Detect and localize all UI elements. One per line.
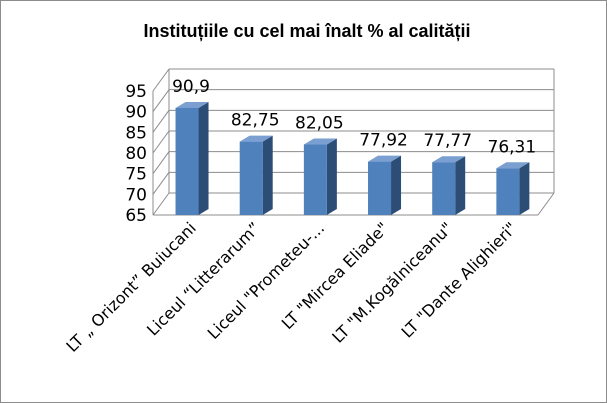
- category-label: Liceul "Prometeu-...: [204, 218, 329, 343]
- category-label: LT „ Orizont” Buiucani: [62, 218, 199, 355]
- y-tick-label: 70: [125, 185, 147, 205]
- side-wall-line: [152, 130, 170, 154]
- side-wall-line: [152, 110, 170, 133]
- bar: [303, 144, 327, 215]
- bar: [175, 107, 199, 215]
- floor-right-edge: [537, 192, 555, 216]
- bar-top: [239, 135, 273, 142]
- y-tick-label: 95: [125, 82, 147, 102]
- side-wall-line: [152, 89, 170, 112]
- bar-side: [198, 101, 209, 215]
- data-label: 77,92: [359, 131, 408, 151]
- category-label: Liceul “Litterarum”: [143, 218, 264, 339]
- data-label: 90,9: [172, 77, 210, 97]
- side-wall-line: [152, 151, 170, 174]
- category-label: LT "M.Kogălniceanu": [328, 218, 456, 346]
- bar-top: [432, 156, 466, 163]
- bar: [432, 162, 456, 215]
- y-tick-label: 65: [125, 206, 147, 226]
- bar-side: [326, 138, 337, 215]
- side-wall-line: [152, 192, 170, 216]
- data-label: 82,75: [231, 111, 280, 131]
- chart-title: Instituțiile cu cel mai înalt % al calit…: [143, 21, 470, 41]
- y-tick-label: 80: [125, 144, 147, 164]
- side-wall-line: [152, 172, 170, 195]
- bar-side: [519, 162, 530, 215]
- bar-top: [303, 138, 337, 145]
- bar: [368, 161, 392, 215]
- data-label: 77,77: [423, 131, 472, 151]
- data-label: 76,31: [488, 137, 537, 157]
- bar: [239, 141, 263, 215]
- data-label: 82,05: [295, 114, 344, 134]
- bar-top: [496, 162, 530, 169]
- bar-top: [175, 101, 209, 108]
- bar: [496, 168, 520, 215]
- y-tick-label: 85: [125, 123, 147, 143]
- bar-side: [455, 156, 466, 215]
- y-tick-label: 90: [125, 103, 147, 123]
- y-tick-label: 75: [125, 165, 147, 185]
- side-wall-line: [152, 68, 170, 92]
- bar-side: [262, 135, 273, 215]
- category-label: LT "Dante Alighieri": [398, 218, 521, 341]
- bar-top: [368, 155, 402, 162]
- bar-side: [391, 155, 402, 215]
- category-label: LT "Mircea Eliade": [278, 218, 393, 333]
